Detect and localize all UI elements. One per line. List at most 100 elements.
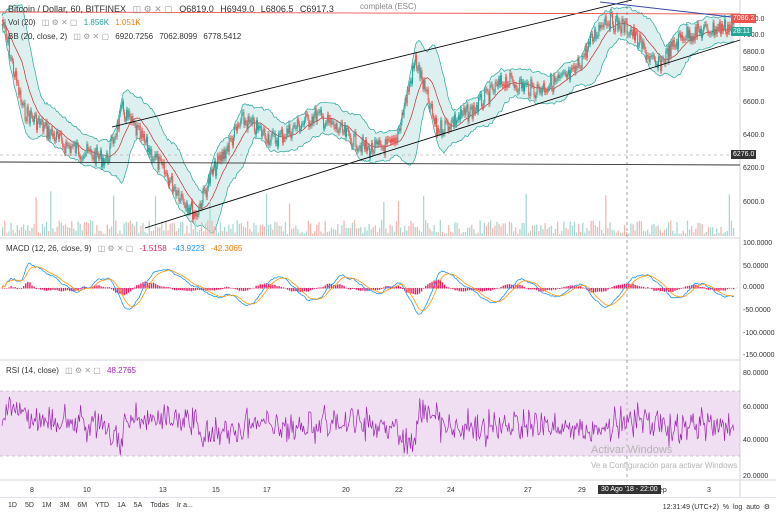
candle-body <box>541 88 543 94</box>
candle-body <box>624 21 626 33</box>
volume-bar <box>184 233 186 236</box>
log-toggle[interactable]: log <box>732 504 743 511</box>
candle-body <box>241 113 243 121</box>
bb-legend: BB (20, close, 2) ◫ ⚙ ✕ ▢ 6920.7256 7062… <box>8 32 245 41</box>
candle-body <box>277 133 279 147</box>
settings-gear-icon[interactable]: ⚙ <box>763 504 770 511</box>
volume-bar <box>513 231 515 236</box>
macd-histogram-bar <box>414 288 416 295</box>
range-1d-button[interactable]: 1D <box>8 501 17 509</box>
candle-body <box>683 39 685 41</box>
volume-bar <box>385 228 387 236</box>
percent-toggle[interactable]: % <box>722 504 730 511</box>
candle-body <box>27 106 29 114</box>
range-ytd-button[interactable]: YTD <box>95 501 110 509</box>
bb-controls-icon[interactable]: ◫ ⚙ ✕ ▢ <box>73 32 110 41</box>
macd-histogram-bar <box>140 283 142 289</box>
candle-body <box>510 72 512 76</box>
candle-body <box>425 89 427 92</box>
candle-body <box>397 131 399 143</box>
macd-histogram-bar <box>531 288 534 290</box>
candle-body <box>383 147 385 155</box>
macd-histogram-bar <box>402 288 404 290</box>
candle-body <box>144 142 146 144</box>
range-5a-button[interactable]: 5A <box>133 501 143 509</box>
time-axis-label: 3 <box>707 487 711 494</box>
macd-histogram-bar <box>180 288 182 290</box>
candle-body <box>712 22 714 33</box>
volume-bar <box>108 228 111 236</box>
candle-body <box>671 41 673 47</box>
candle-body <box>109 145 111 161</box>
macd-histogram-bar <box>565 286 567 289</box>
macd-controls-icon[interactable]: ◫ ⚙ ✕ ▢ <box>97 244 134 253</box>
candle-body <box>516 88 518 93</box>
range-1m-button[interactable]: 1M <box>41 501 52 509</box>
candle-body <box>618 20 620 30</box>
volume-bar <box>397 201 400 236</box>
range-1a-button[interactable]: 1A <box>117 501 126 509</box>
vol-controls-icon[interactable]: ◫ ⚙ ✕ ▢ <box>41 18 78 27</box>
volume-bar <box>240 223 243 236</box>
volume-bar <box>374 225 377 236</box>
candle-body <box>235 126 237 128</box>
range-3m-button[interactable]: 3M <box>59 501 70 509</box>
legend-controls-icon[interactable]: ◫ ⚙ ✕ ▢ <box>132 4 173 14</box>
volume-bar <box>64 224 67 236</box>
macd-histogram-bar <box>693 284 695 289</box>
range-all-button[interactable]: Todas <box>150 501 169 509</box>
auto-toggle[interactable]: auto <box>746 504 760 511</box>
candle-body <box>522 81 524 92</box>
macd-histogram-bar <box>232 288 234 289</box>
candle-body <box>635 31 637 41</box>
macd-histogram-bar <box>368 288 370 291</box>
macd-histogram-bar <box>267 283 270 289</box>
candle-body <box>395 137 397 144</box>
candle-body <box>136 125 138 136</box>
candle-body <box>250 119 252 124</box>
candle-body <box>319 109 321 113</box>
candle-body <box>184 204 186 209</box>
macd-histogram-bar <box>513 284 515 289</box>
time-axis-label: 17 <box>263 487 271 494</box>
candle-body <box>686 26 688 38</box>
candle-body <box>320 109 322 116</box>
candle-body <box>80 156 82 160</box>
macd-histogram-bar <box>422 287 425 289</box>
volume-bar <box>284 221 287 236</box>
volume-bar <box>487 222 490 236</box>
volume-bar <box>483 222 485 236</box>
candle-body <box>528 83 530 96</box>
volume-bar <box>653 224 655 236</box>
macd-histogram-bar <box>123 288 125 296</box>
candle-body <box>564 72 566 74</box>
candle-body <box>157 153 159 170</box>
macd-histogram-bar <box>502 285 504 289</box>
rsi-controls-icon[interactable]: ◫ ⚙ ✕ ▢ <box>65 366 101 375</box>
volume-bar <box>161 221 163 236</box>
candle-body <box>491 84 493 88</box>
volume-bar <box>422 195 425 236</box>
candle-body <box>311 116 313 126</box>
volume-bar <box>102 233 104 236</box>
range-6m-button[interactable]: 6M <box>77 501 88 509</box>
candle-body <box>126 109 128 121</box>
volume-bar <box>464 231 467 236</box>
goto-date-button[interactable]: Ir a... <box>176 501 193 509</box>
candle-body <box>444 120 446 134</box>
macd-histogram-bar <box>177 288 180 291</box>
candle-body <box>562 72 564 74</box>
macd-histogram-bar <box>190 288 192 292</box>
macd-histogram-bar <box>418 288 421 294</box>
candle-body <box>591 34 593 35</box>
candle-body <box>716 26 718 34</box>
range-5d-button[interactable]: 5D <box>24 501 34 509</box>
macd-histogram-bar <box>487 288 490 291</box>
candle-body <box>398 128 400 132</box>
candle-body <box>105 159 107 161</box>
candle-body <box>349 133 351 137</box>
candle-body <box>61 133 63 141</box>
macd-histogram-bar <box>39 288 42 290</box>
macd-histogram-bar <box>523 286 525 289</box>
